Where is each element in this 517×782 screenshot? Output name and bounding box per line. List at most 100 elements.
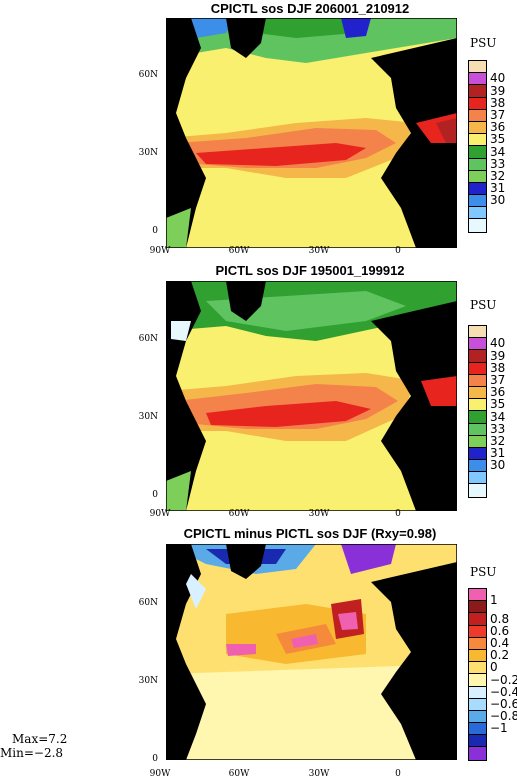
unit-label: PSU xyxy=(470,298,497,312)
colorbar-tick-label: 0.4 xyxy=(490,635,510,650)
colorbar-segment xyxy=(469,399,486,412)
colorbar-segment xyxy=(469,350,486,363)
lat-label-0: 0 xyxy=(152,490,158,500)
min-value: Min=−2.8 xyxy=(0,746,64,760)
colorbar-tick-label: −0.8 xyxy=(490,709,517,724)
colorbar-segment xyxy=(469,182,486,196)
colorbar-tick-label: 34 xyxy=(490,409,506,424)
colorbar-tick-label: 34 xyxy=(490,144,506,159)
colorbar-tick-label: 40 xyxy=(490,336,506,351)
colorbar xyxy=(468,60,487,233)
salinity-difference-map xyxy=(166,544,457,760)
salinity-map xyxy=(166,18,457,248)
colorbar-segment xyxy=(469,698,486,711)
panel-pictl: PICTL sos DJF 195001_199912 60N 30N 0 90… xyxy=(138,263,506,519)
colorbar-segment xyxy=(469,362,486,375)
colorbar-tick-label: 35 xyxy=(490,132,506,147)
colorbar-segment xyxy=(469,662,486,675)
colorbar-segment xyxy=(469,73,486,86)
lon-label-30w: 30W xyxy=(308,246,330,256)
lat-label-60n: 60N xyxy=(138,334,158,344)
panel-cpictl: CPICTL sos DJF 206001_210912 60N 30N 0 9… xyxy=(0,0,517,260)
colorbar-tick-label: −1 xyxy=(490,721,508,736)
colorbar-segment xyxy=(469,649,486,663)
lon-label-90w: 90W xyxy=(149,769,171,779)
lon-label-60w: 60W xyxy=(228,246,250,256)
lon-label-90w: 90W xyxy=(149,246,171,256)
colorbar-segment xyxy=(469,723,486,736)
colorbar-segment xyxy=(469,447,486,461)
colorbar-segment xyxy=(469,423,486,436)
colorbar-segment xyxy=(469,195,486,208)
lon-label-0: 0 xyxy=(395,769,401,779)
colorbar-segment xyxy=(469,386,486,400)
colorbar-tick-label: 38 xyxy=(490,360,506,375)
lat-label-0: 0 xyxy=(152,754,158,764)
colorbar-tick-label: 0 xyxy=(490,660,498,675)
lon-label-30w: 30W xyxy=(308,509,330,519)
colorbar-segment xyxy=(469,85,486,98)
lat-label-0: 0 xyxy=(152,226,158,236)
colorbar xyxy=(468,588,487,761)
colorbar-segment xyxy=(469,686,486,699)
panel-title: CPICTL sos DJF 206001_210912 xyxy=(210,1,410,16)
colorbar-segment xyxy=(469,109,486,122)
lat-label-30n: 30N xyxy=(138,148,158,158)
colorbar-segment xyxy=(469,121,486,135)
colorbar-segment xyxy=(469,625,486,638)
colorbar-tick-label: 36 xyxy=(490,385,506,400)
colorbar-tick-label: −0.2 xyxy=(490,672,517,687)
colorbar-tick-label: 32 xyxy=(490,168,506,183)
colorbar-segment xyxy=(469,589,486,602)
lat-label-60n: 60N xyxy=(138,70,158,80)
colorbar-segment xyxy=(469,338,486,351)
colorbar-segment xyxy=(469,146,486,159)
colorbar xyxy=(468,325,487,498)
colorbar-tick-label: 1 xyxy=(490,593,498,608)
colorbar-segment xyxy=(469,601,486,614)
lon-label-60w: 60W xyxy=(228,509,250,519)
colorbar-tick-label: 0.8 xyxy=(490,611,510,626)
lon-label-30w: 30W xyxy=(308,769,330,779)
salinity-map xyxy=(166,281,457,511)
panel-title: PICTL sos DJF 195001_199912 xyxy=(215,263,405,278)
colorbar-segment xyxy=(469,472,486,485)
colorbar-tick-label: 31 xyxy=(490,181,506,196)
colorbar-tick-label: 30 xyxy=(490,193,506,208)
colorbar-tick-label: 39 xyxy=(490,348,506,363)
max-value: Max=7.2 xyxy=(12,732,68,746)
lon-label-0: 0 xyxy=(395,509,401,519)
colorbar-tick-label: 36 xyxy=(490,120,506,135)
unit-label: PSU xyxy=(470,36,497,50)
colorbar-tick-label: 30 xyxy=(490,458,506,473)
colorbar-tick-label: −0.4 xyxy=(490,684,517,699)
colorbar-segment xyxy=(469,219,486,232)
colorbar-tick-label: 0.6 xyxy=(490,623,510,638)
colorbar-tick-label: 32 xyxy=(490,433,506,448)
colorbar-tick-label: 33 xyxy=(490,156,506,171)
colorbar-tick-label: 37 xyxy=(490,372,506,387)
stats-readout: Max=7.2 Min=−2.8 xyxy=(0,732,67,760)
colorbar-tick-label: 38 xyxy=(490,95,506,110)
lat-label-30n: 30N xyxy=(138,412,158,422)
colorbar-tick-label: 40 xyxy=(490,71,506,86)
colorbar-tick-label: 39 xyxy=(490,83,506,98)
colorbar-segment xyxy=(469,97,486,110)
colorbar-tick-label: 35 xyxy=(490,397,506,412)
lat-label-30n: 30N xyxy=(138,676,158,686)
colorbar-segment xyxy=(469,460,486,473)
lat-label-60n: 60N xyxy=(138,598,158,608)
colorbar-segment xyxy=(469,207,486,220)
colorbar-segment xyxy=(469,170,486,183)
panel-title: CPICTL minus PICTL sos DJF (Rxy=0.98) xyxy=(183,526,437,541)
colorbar-segment xyxy=(469,134,486,147)
colorbar-tick-label: −0.6 xyxy=(490,696,517,711)
colorbar-segment xyxy=(469,374,486,387)
colorbar-segment xyxy=(469,735,486,748)
colorbar-tick-label: 33 xyxy=(490,421,506,436)
colorbar-tick-label: 37 xyxy=(490,107,506,122)
colorbar-segment xyxy=(469,747,486,760)
lon-label-0: 0 xyxy=(395,246,401,256)
colorbar-segment xyxy=(469,411,486,424)
